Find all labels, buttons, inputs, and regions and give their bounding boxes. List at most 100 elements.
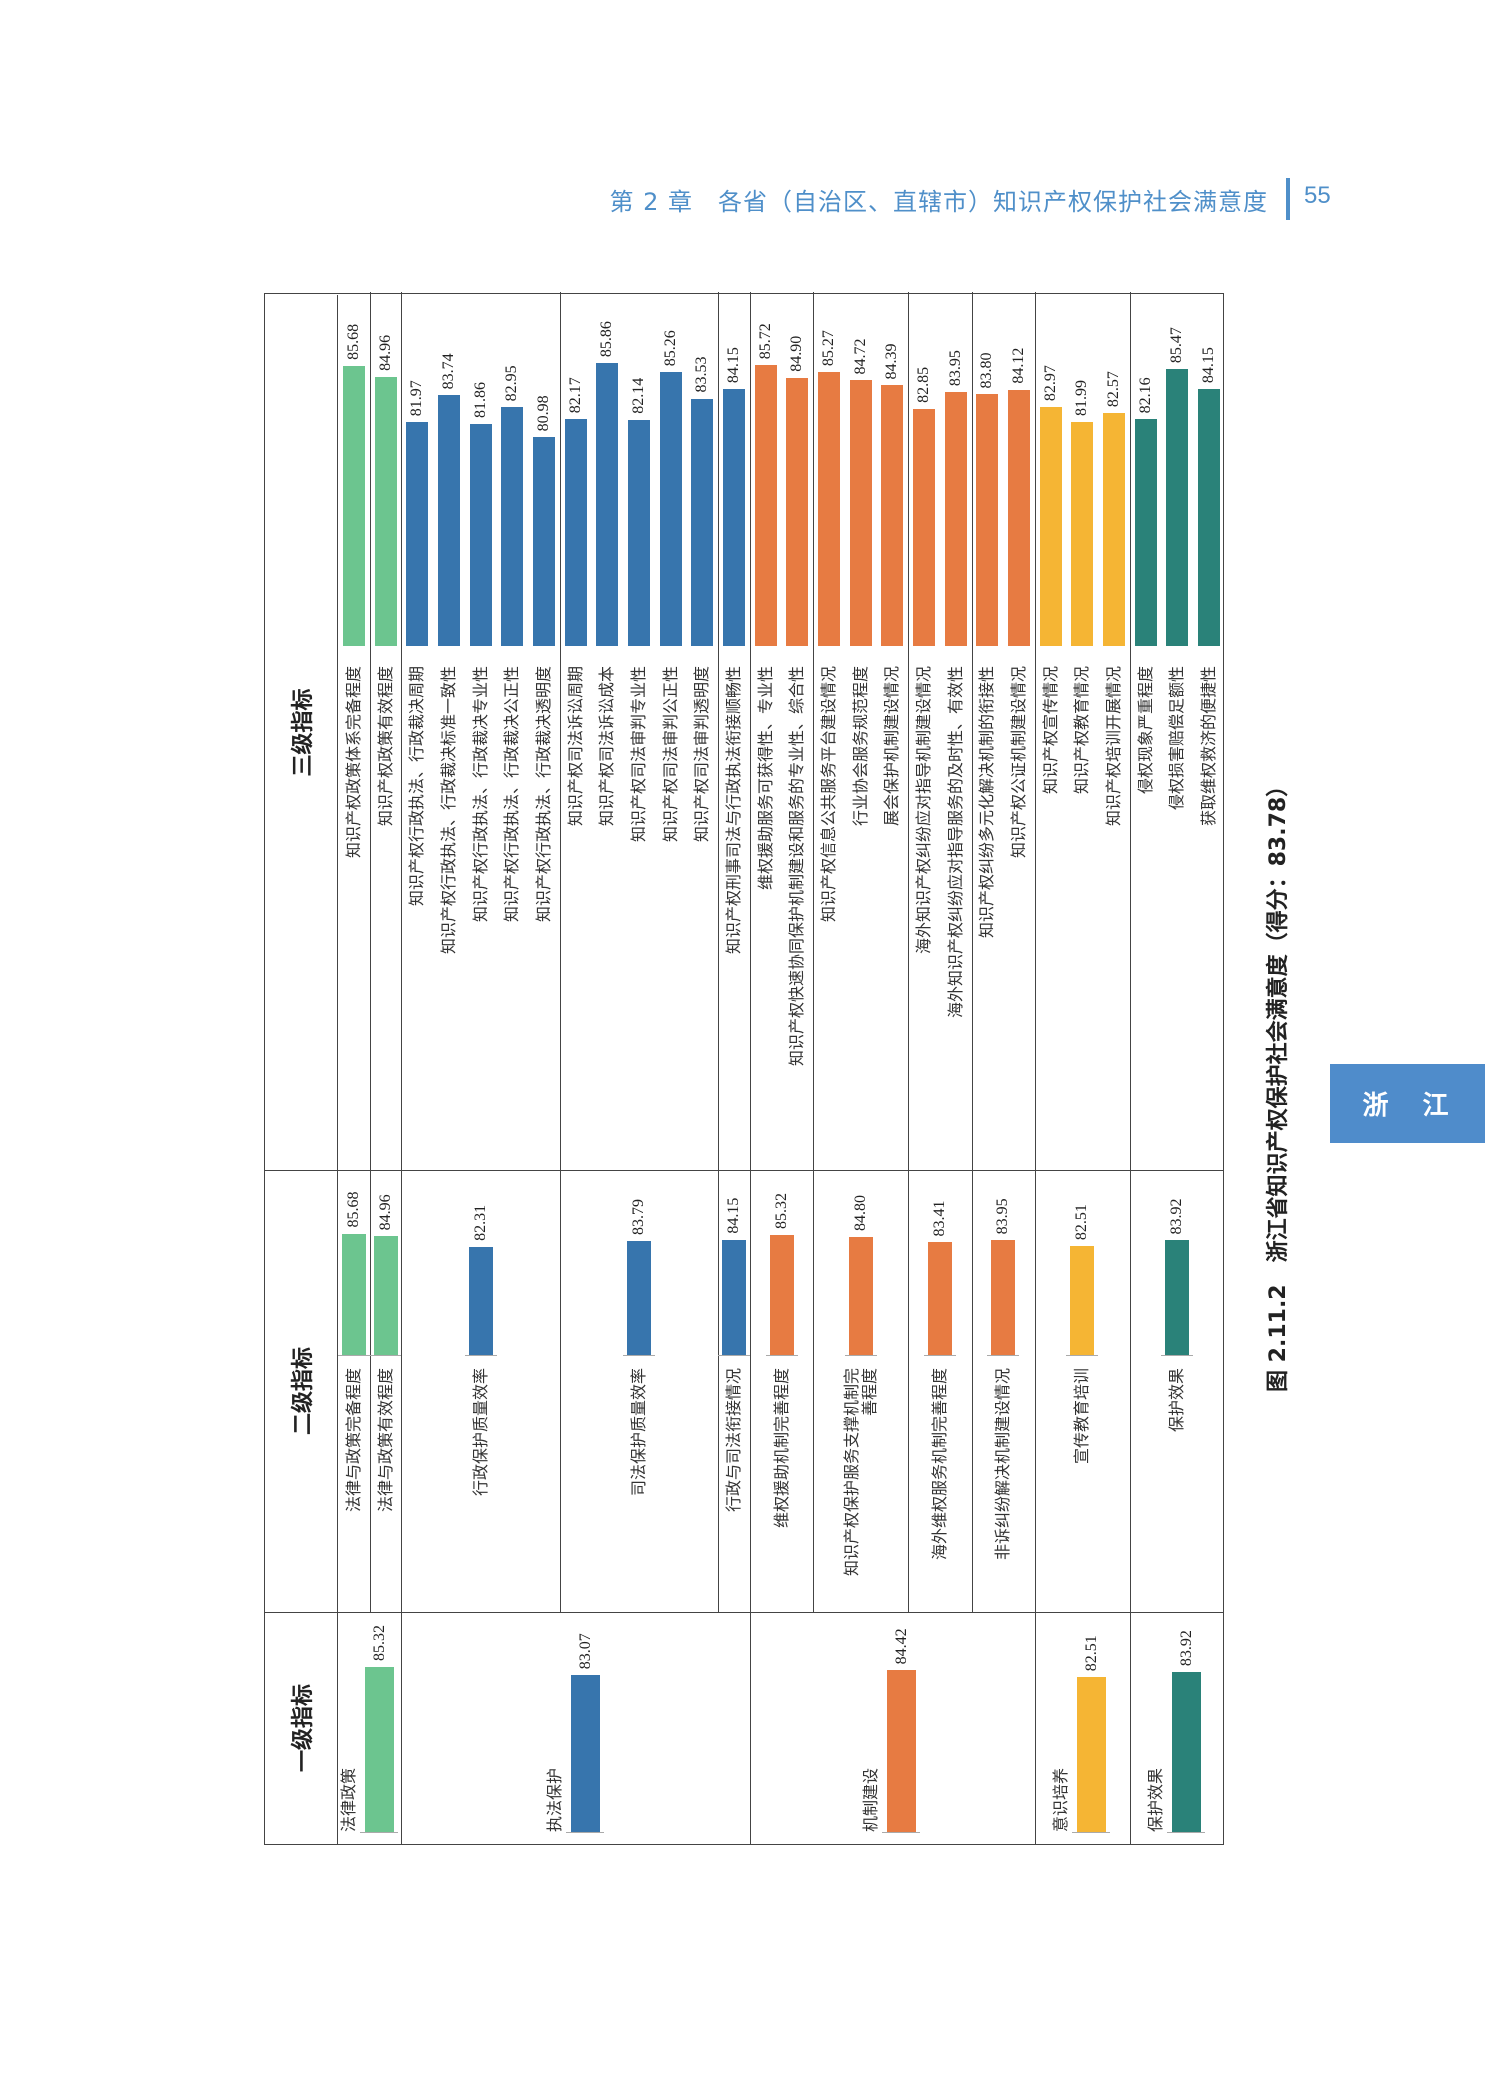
- level3-label: 知识产权司法诉讼成本: [597, 666, 617, 827]
- level3-bar: [659, 372, 682, 646]
- level1-bar: [887, 1670, 917, 1832]
- level3-value: 85.72: [756, 323, 774, 360]
- level3-value: 82.85: [915, 366, 933, 403]
- level3-value: 82.17: [566, 377, 584, 414]
- level2-bar: [1165, 1240, 1190, 1355]
- level3-label: 知识产权政策有效程度: [375, 666, 395, 827]
- level3-bar: [754, 365, 777, 646]
- level3-label: 海外知识产权纠纷应对指导服务的及时性、有效性: [945, 666, 965, 1019]
- level2-bar: [991, 1240, 1016, 1355]
- level1-label: 执法保护: [544, 1767, 564, 1832]
- level2-value: 83.79: [629, 1199, 647, 1235]
- column-divider: [265, 1170, 1223, 1171]
- level3-value: 83.74: [439, 353, 457, 390]
- header-level1: 一级指标: [265, 1612, 338, 1844]
- level2-value: 85.68: [344, 1191, 362, 1228]
- level3-value: 83.95: [946, 350, 964, 387]
- level3-label: 知识产权行政执法、行政裁决专业性: [470, 666, 490, 923]
- group-divider: [369, 292, 371, 1612]
- group-divider: [908, 292, 910, 1612]
- level1-value: 85.32: [370, 1625, 388, 1662]
- level1-value: 84.42: [893, 1628, 911, 1665]
- level3-value: 82.14: [629, 377, 647, 414]
- level2-label: 法律与政策完备程度: [343, 1368, 363, 1513]
- level3-value: 83.53: [693, 356, 711, 393]
- level1-bar: [1077, 1677, 1107, 1832]
- header-level2: 二级指标: [265, 1170, 338, 1612]
- level3-bar: [532, 437, 555, 646]
- level2-label: 保护效果: [1167, 1368, 1187, 1433]
- figure-caption: 图 2.11.2 浙江省知识产权保护社会满意度（得分：83.78）: [1266, 774, 1291, 1392]
- level3-bar: [374, 376, 397, 646]
- level2-value: 83.95: [994, 1198, 1012, 1235]
- level1-baseline: [565, 1832, 604, 1833]
- level3-bar: [881, 385, 904, 646]
- level1-bar: [364, 1667, 394, 1832]
- level3-label: 侵权现象严重程度: [1135, 666, 1155, 795]
- level1-value: 83.92: [1178, 1630, 1196, 1667]
- level3-value: 84.39: [883, 343, 901, 380]
- level3-value: 81.86: [471, 381, 489, 418]
- level2-value: 84.15: [724, 1197, 742, 1234]
- level3-label: 获取维权救济的便捷性: [1199, 666, 1219, 827]
- province-tab: 浙 江: [1330, 1064, 1485, 1143]
- level3-label: 知识产权信息公共服务平台建设情况: [819, 666, 839, 923]
- level3-bar: [1134, 419, 1157, 646]
- level3-bar: [976, 394, 999, 646]
- level2-bar: [721, 1239, 746, 1355]
- level3-label: 维权援助服务可获得性、专业性: [755, 666, 775, 891]
- level2-baseline: [923, 1355, 956, 1356]
- level3-bar: [596, 363, 619, 646]
- group-divider: [813, 292, 815, 1612]
- level3-label: 知识产权快速协同保护机制建设和服务的专业性、综合性: [787, 666, 807, 1067]
- level3-bar: [1008, 389, 1031, 646]
- level3-bar: [722, 389, 745, 646]
- level3-label: 知识产权宣传情况: [1040, 666, 1060, 795]
- header-level3: 三级指标: [265, 295, 338, 1170]
- level2-bar: [769, 1234, 794, 1355]
- level3-value: 83.80: [978, 352, 996, 389]
- level3-bar: [1198, 389, 1221, 646]
- group-divider: [401, 292, 403, 1612]
- level1-baseline: [359, 1832, 398, 1833]
- level3-bar: [1039, 407, 1062, 646]
- level2-value: 82.31: [471, 1204, 489, 1241]
- level3-bar: [691, 398, 714, 646]
- level2-label: 海外维权服务机制完善程度: [929, 1368, 949, 1561]
- level1-baseline: [1072, 1832, 1111, 1833]
- level2-baseline: [717, 1355, 750, 1356]
- group-divider: [749, 1612, 751, 1844]
- header-divider: [1286, 178, 1290, 220]
- level2-label: 行政与司法衔接情况: [723, 1368, 743, 1513]
- level1-label: 保护效果: [1146, 1767, 1166, 1832]
- group-divider: [559, 292, 561, 1612]
- group-divider: [749, 292, 751, 1612]
- level3-bar: [469, 423, 492, 646]
- indicator-chart: 一级指标 二级指标 三级指标 知识产权政策体系完备程度 85.68 法律与政策完备程…: [264, 292, 1224, 1845]
- level3-label: 知识产权行政执法、行政裁决透明度: [533, 666, 553, 923]
- level2-label: 法律与政策有效程度: [375, 1368, 395, 1513]
- level2-value: 83.41: [930, 1200, 948, 1237]
- level2-label: 司法保护质量效率: [628, 1368, 648, 1497]
- level3-value: 82.97: [1041, 365, 1059, 402]
- level3-bar: [627, 419, 650, 646]
- level3-label: 知识产权行政执法、行政裁决周期: [407, 666, 427, 907]
- level1-bar: [570, 1675, 600, 1832]
- level1-label: 法律政策: [338, 1767, 358, 1832]
- level2-value: 84.96: [376, 1194, 394, 1231]
- level2-label: 知识产权保护服务支撑机制完善程度: [841, 1367, 879, 1576]
- level3-label: 侵权损害赔偿足额性: [1167, 666, 1187, 811]
- level2-label: 宣传教育培训: [1072, 1368, 1092, 1465]
- group-divider: [718, 292, 720, 1612]
- level3-bar: [501, 407, 524, 646]
- level3-value: 80.98: [534, 395, 552, 432]
- level3-bar: [944, 392, 967, 646]
- level3-bar: [1166, 369, 1189, 646]
- level2-baseline: [622, 1355, 655, 1356]
- level3-bar: [437, 395, 460, 646]
- group-divider: [1034, 292, 1036, 1612]
- group-divider: [1129, 292, 1131, 1612]
- level1-label: 意识培养: [1051, 1767, 1071, 1832]
- level3-label: 行业协会服务规范程度: [850, 666, 870, 827]
- level3-label: 知识产权刑事司法与行政执法衔接顺畅性: [723, 666, 743, 955]
